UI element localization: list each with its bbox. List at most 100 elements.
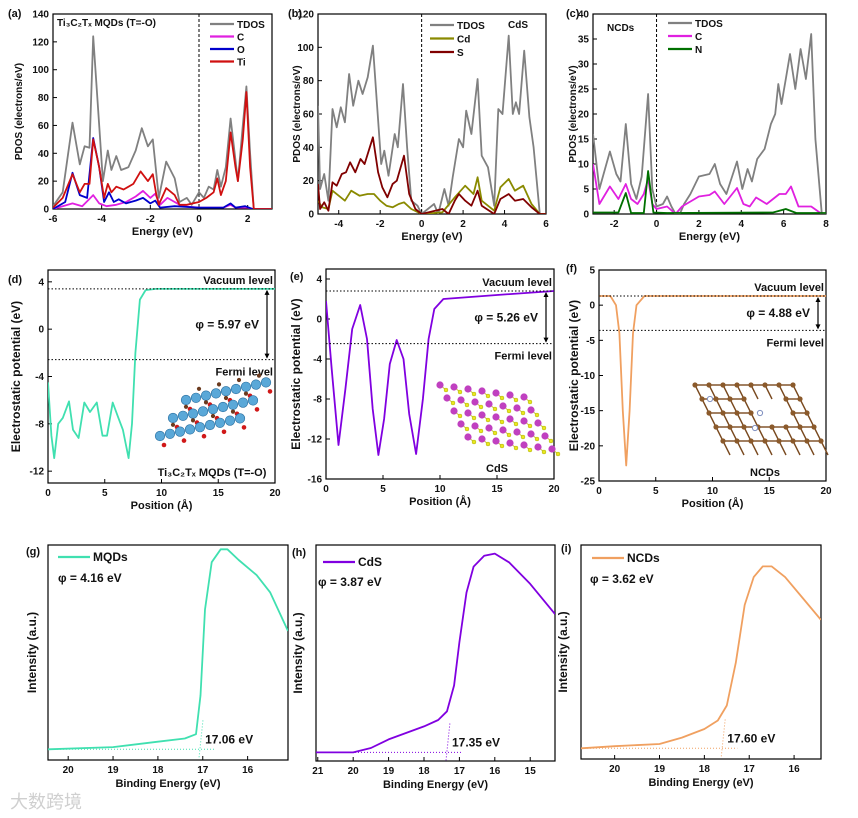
x-tick-label: 0 (323, 484, 329, 495)
cd-atom-icon (513, 428, 521, 436)
x-tick-label: 20 (820, 486, 832, 497)
x-tick-label: 6 (543, 219, 549, 230)
panel-label: (c) (566, 8, 580, 20)
carbon-atom-icon (769, 424, 775, 430)
x-tick-label: 16 (789, 764, 801, 775)
y-tick-label: -16 (308, 475, 323, 486)
cd-atom-icon (450, 383, 458, 391)
carbon-atom-icon (692, 382, 698, 388)
s-atom-icon (527, 423, 533, 429)
cd-atom-icon (499, 426, 507, 434)
c-atom-icon (223, 395, 229, 401)
fermi-level-label: Fermi level (495, 351, 552, 363)
y-tick-label: -12 (308, 435, 323, 446)
ti-atom-icon (200, 390, 212, 401)
y-tick-label: 0 (316, 315, 322, 326)
cd-atom-icon (534, 443, 542, 451)
y-tick-label: -12 (30, 467, 45, 478)
edge-tangent (720, 718, 726, 757)
carbon-atom-icon (797, 424, 803, 430)
x-tick-label: 17 (197, 765, 209, 776)
panel-label: (d) (8, 274, 22, 286)
y-tick-label: 100 (297, 43, 314, 54)
legend-label: TDOS (457, 21, 485, 32)
panel-label: (f) (566, 263, 577, 275)
y-tick-label: -4 (313, 355, 322, 366)
x-tick-label: -4 (97, 214, 106, 225)
s-atom-icon (506, 432, 512, 438)
y-tick-label: 20 (578, 110, 590, 121)
carbon-atom-icon (748, 382, 754, 388)
x-tick-label: 21 (312, 766, 324, 777)
ti-atom-icon (154, 430, 166, 442)
ti-atom-icon (187, 408, 199, 419)
carbon-atom-icon (797, 396, 803, 402)
panel-i: (i) 20 19 18 17 16 Binding Energy (eV) Intensit… (556, 543, 822, 789)
carbon-atom-icon (734, 438, 740, 444)
y-tick-label: 100 (32, 65, 49, 76)
x-tick-label: 2 (245, 214, 251, 225)
ti-atom-icon (167, 412, 179, 424)
x-axis-label: Position (Å) (131, 499, 193, 512)
y-axis-label: Electrostatic potential (eV) (9, 301, 23, 452)
panel-label: (h) (292, 547, 306, 559)
cd-atom-icon (506, 439, 514, 447)
y-tick-label: 4 (316, 275, 322, 286)
y-axis-label: Intensity (a.u.) (25, 612, 39, 693)
x-tick-label: 20 (269, 488, 281, 499)
s-atom-icon (457, 413, 463, 419)
c-atom-icon (170, 422, 176, 427)
cd-atom-icon (464, 385, 472, 393)
x-axis-label: Energy (eV) (401, 231, 462, 243)
cd-atom-icon (548, 445, 556, 453)
vacuum-level-label: Vacuum level (482, 277, 552, 289)
y-tick-label: -20 (581, 441, 596, 452)
work-function-label: φ = 5.26 eV (474, 310, 538, 324)
cd-atom-icon (450, 407, 458, 415)
legend-label: O (237, 45, 245, 56)
series-line-cd (318, 176, 546, 214)
series-line-cds (316, 552, 555, 754)
x-tick-label: 17 (744, 764, 756, 775)
y-tick-label: 10 (578, 160, 590, 171)
x-tick-label: 0 (45, 488, 51, 499)
x-axis-label: Position (Å) (409, 495, 471, 508)
x-tick-label: -2 (376, 219, 385, 230)
s-atom-icon (499, 419, 505, 425)
carbon-atom-icon (804, 410, 810, 416)
x-tick-label: -6 (49, 214, 58, 225)
x-tick-label: 20 (609, 764, 621, 775)
s-atom-icon (520, 410, 526, 416)
x-tick-label: 4 (738, 219, 744, 230)
s-atom-icon (527, 399, 533, 405)
legend-label: Cd (457, 35, 470, 46)
work-function-label: φ = 5.97 eV (195, 317, 259, 331)
y-tick-label: -5 (586, 336, 595, 347)
cd-atom-icon (464, 433, 472, 441)
x-tick-label: 19 (383, 766, 395, 777)
ti-atom-icon (207, 404, 219, 415)
x-tick-label: 18 (699, 764, 711, 775)
series-line-tdos (593, 33, 826, 214)
ti-atom-icon (237, 397, 249, 408)
s-atom-icon (485, 441, 491, 447)
y-tick-label: 25 (578, 85, 590, 96)
plot-frame (592, 13, 827, 215)
panel-label: (a) (8, 8, 22, 20)
cd-atom-icon (541, 432, 549, 440)
c-atom-icon (256, 373, 262, 378)
s-atom-icon (548, 438, 554, 444)
cd-atom-icon (513, 404, 521, 412)
x-tick-label: 15 (213, 488, 225, 499)
carbon-atom-icon (818, 438, 824, 444)
s-atom-icon (478, 404, 484, 410)
x-tick-label: 4 (502, 219, 508, 230)
chart-title: Ti₃C₂Tₓ MQDs (T=-O) (57, 18, 156, 29)
ncd-structure-illustration (692, 382, 829, 456)
x-axis-label: Energy (eV) (132, 226, 193, 238)
s-atom-icon (485, 417, 491, 423)
y-tick-label: 0 (589, 301, 595, 312)
plot-frame (47, 544, 289, 761)
